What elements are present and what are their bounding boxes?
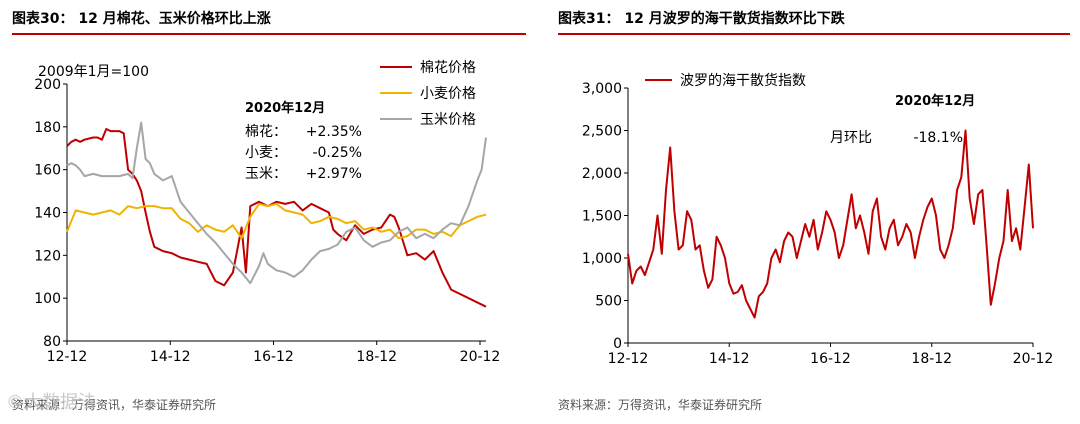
x-tick-label: 20-12 — [1013, 351, 1054, 367]
y-tick-label: 1,000 — [582, 251, 622, 267]
y-tick-label: 180 — [34, 120, 61, 136]
annotation-heading: 2020年12月 — [245, 100, 325, 116]
legend-label-玉米价格: 玉米价格 — [420, 112, 476, 128]
annotation-heading: 2020年12月 — [895, 93, 975, 109]
y-tick-label: 2,500 — [582, 124, 622, 140]
y-tick-label: 80 — [43, 334, 61, 350]
x-tick-label: 12-12 — [608, 351, 649, 367]
x-tick-label: 12-12 — [47, 349, 88, 365]
legend-label: 波罗的海干散货指数 — [680, 72, 806, 89]
y-tick-label: 3,000 — [582, 81, 622, 97]
left-chart-title: 图表30： 12 月棉花、玉米价格环比上涨 — [12, 11, 271, 27]
x-tick-label: 16-12 — [810, 351, 851, 367]
y-tick-label: 120 — [34, 248, 61, 264]
left-chart: 80 100 120 140 160 180 200 12-12 14-12 16-12 18-12… — [34, 59, 501, 365]
x-tick-label: 18-12 — [356, 349, 397, 365]
annotation-value: -18.1% — [913, 130, 963, 146]
y-tick-label: 500 — [595, 294, 622, 310]
y-tick-label: 100 — [34, 291, 61, 307]
y-tick-label: 1,500 — [582, 209, 622, 225]
y-tick-label: 0 — [613, 336, 622, 352]
left-title-rule — [12, 33, 526, 35]
annotation-value: -0.25% — [312, 145, 362, 161]
base-note: 2009年1月=100 — [38, 64, 149, 80]
x-tick-label: 14-12 — [709, 351, 750, 367]
x-tick-label: 14-12 — [150, 349, 191, 365]
annotation-label: 棉花： — [245, 123, 287, 140]
y-tick-label: 160 — [34, 163, 61, 179]
x-tick-label: 16-12 — [253, 349, 294, 365]
legend-label-小麦价格: 小麦价格 — [420, 86, 476, 102]
right-title-rule — [558, 33, 1070, 35]
x-tick-label: 20-12 — [460, 349, 501, 365]
annotation-label: 月环比 — [830, 130, 872, 146]
series-line-小麦价格 — [66, 202, 487, 240]
annotation-value: +2.97% — [306, 166, 362, 182]
right-chart-title: 图表31： 12 月波罗的海干散货指数环比下跌 — [558, 11, 845, 27]
watermark: ©大数据法 — [6, 392, 96, 413]
x-tick-label: 18-12 — [911, 351, 952, 367]
series-line-玉米价格 — [66, 121, 487, 285]
series-line-波罗的海干散货指数 — [627, 129, 1034, 319]
right-source-note: 资料来源：万得资讯，华泰证券研究所 — [558, 398, 763, 412]
y-tick-label: 140 — [34, 206, 61, 222]
legend-label-棉花价格: 棉花价格 — [420, 59, 476, 76]
annotation-label: 小麦： — [245, 145, 287, 161]
annotation-value: +2.35% — [306, 124, 362, 140]
left-source-note: 资料来源：万得资讯，华泰证券研究所 — [12, 398, 217, 412]
y-tick-label: 2,000 — [582, 166, 622, 182]
series-line-棉花价格 — [66, 128, 487, 308]
y-tick-label: 200 — [34, 77, 61, 93]
annotation-label: 玉米： — [245, 166, 287, 182]
